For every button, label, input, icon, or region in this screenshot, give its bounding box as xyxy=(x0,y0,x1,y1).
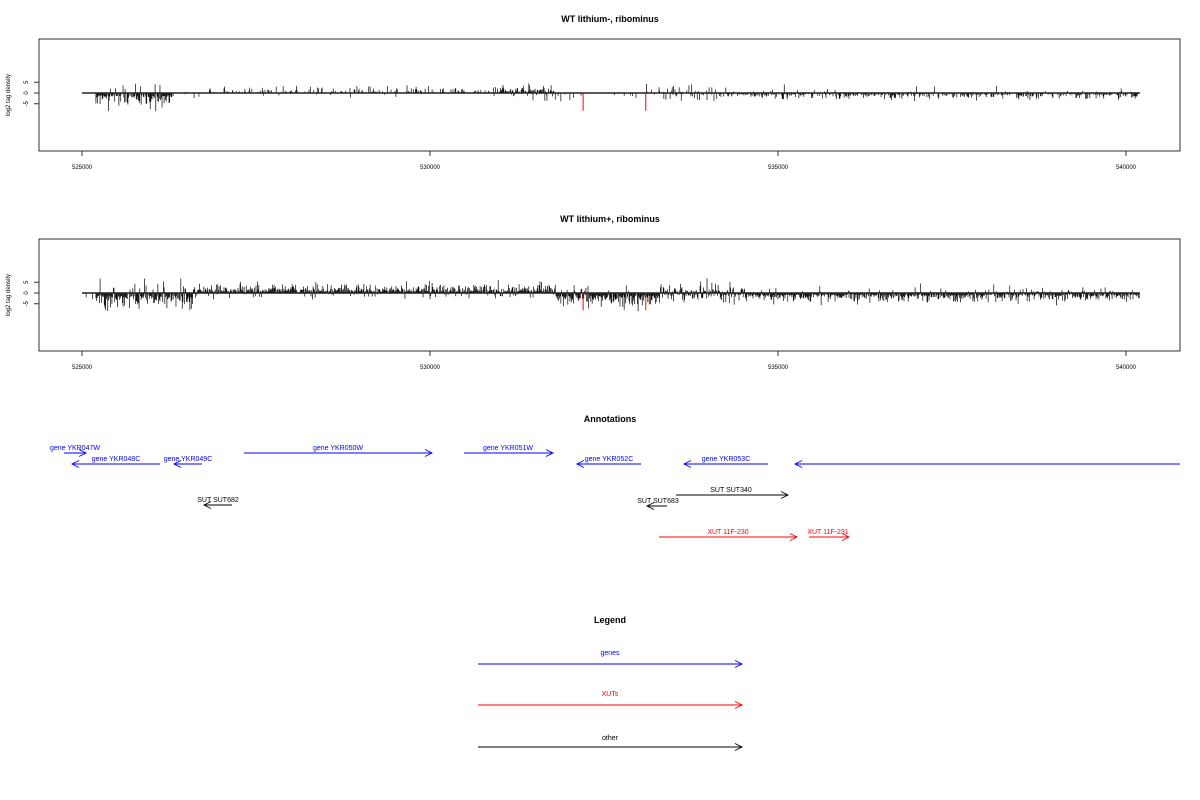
x-tick-label: 540000 xyxy=(1116,365,1137,371)
panel-lithium-minus: WT lithium-, ribominus log2 tag density … xyxy=(6,14,1181,171)
plot-frame xyxy=(38,238,1181,352)
y-tick-label: 0 xyxy=(24,291,30,295)
y-axis-label: log2 tag density xyxy=(6,74,12,116)
annotation-other[interactable]: SUT SUT683 xyxy=(637,498,679,510)
feature-label: gene YKR052C xyxy=(585,456,634,463)
annotation-gene[interactable]: gene YKR047W xyxy=(50,445,100,457)
annotation-other[interactable]: SUT SUT682 xyxy=(197,497,239,509)
x-tick-label: 530000 xyxy=(420,165,441,171)
annotation-gene[interactable]: gene YKR049C xyxy=(164,456,213,468)
x-tick-label: 535000 xyxy=(768,165,789,171)
legend-panel: Legend genes XUTs other xyxy=(478,615,744,751)
annotation-gene[interactable]: gene YKR048C xyxy=(70,456,160,468)
arrowhead-icon xyxy=(734,660,744,668)
feature-label: gene YKR047W xyxy=(50,445,100,452)
annotation-gene[interactable]: gene YKR053C xyxy=(682,456,768,468)
arrowhead-icon xyxy=(793,460,803,468)
arrowhead-icon xyxy=(424,449,434,457)
x-tick-label: 530000 xyxy=(420,365,441,371)
annotation-xut[interactable]: XUT 11F-231 xyxy=(807,529,851,541)
y-tick-label: 0 xyxy=(24,91,30,95)
arrowhead-icon xyxy=(78,449,88,457)
arrowhead-icon xyxy=(734,701,744,709)
annotation-gene[interactable]: gene YKR050W xyxy=(244,445,434,457)
arrowhead-icon xyxy=(545,449,555,457)
x-tick-label: 525000 xyxy=(72,365,93,371)
arrowhead-icon xyxy=(202,501,212,509)
feature-label: gene YKR048C xyxy=(92,456,141,463)
y-tick-label: -5 xyxy=(24,300,30,306)
panel-lithium-plus: WT lithium+, ribominus log2 tag density … xyxy=(6,214,1181,371)
arrowhead-icon xyxy=(575,460,585,468)
y-axis: 5 0 -5 xyxy=(24,80,39,106)
feature-label: XUT 11F-230 xyxy=(707,529,748,536)
legend-entry: other xyxy=(478,735,744,751)
legend-label: other xyxy=(602,735,619,742)
x-axis: 525000 530000 535000 540000 xyxy=(72,151,1137,171)
legend-entry: genes xyxy=(478,650,744,668)
y-axis-label: log2 tag density xyxy=(6,274,12,316)
feature-label: gene YKR051W xyxy=(483,445,533,452)
feature-label: SUT SUT683 xyxy=(637,498,679,505)
feature-label: gene YKR049C xyxy=(164,456,213,463)
annotation-gene[interactable]: gene YKR051W xyxy=(464,445,555,457)
annotation-gene[interactable]: gene YKR052C xyxy=(575,456,641,468)
annotation-gene[interactable] xyxy=(793,460,1180,468)
arrowhead-icon xyxy=(841,533,851,541)
feature-label: SUT SUT340 xyxy=(710,487,752,494)
legend-label: genes xyxy=(600,650,620,657)
feature-label: XUT 11F-231 xyxy=(807,529,848,536)
arrowhead-icon xyxy=(682,460,692,468)
panel-title: WT lithium+, ribominus xyxy=(560,214,660,224)
annotation-xut[interactable]: XUT 11F-230 xyxy=(659,529,799,541)
y-tick-label: 5 xyxy=(24,280,30,284)
plot-frame xyxy=(38,38,1181,152)
annotations-title: Annotations xyxy=(584,414,637,424)
arrowhead-icon xyxy=(70,460,80,468)
bar-group xyxy=(82,278,1140,312)
arrowhead-icon xyxy=(789,533,799,541)
legend-title: Legend xyxy=(594,615,626,625)
y-tick-label: -5 xyxy=(24,100,30,106)
legend-label: XUTs xyxy=(602,691,619,698)
x-tick-label: 540000 xyxy=(1116,165,1137,171)
arrowhead-icon xyxy=(780,491,790,499)
x-tick-label: 525000 xyxy=(72,165,93,171)
feature-label: gene YKR053C xyxy=(702,456,751,463)
arrowhead-icon xyxy=(645,502,655,510)
panel-title: WT lithium-, ribominus xyxy=(561,14,659,24)
annotation-features: gene YKR047W gene YKR048C gene YKR049C gene… xyxy=(50,445,1180,541)
feature-label: gene YKR050W xyxy=(313,445,363,452)
x-axis: 525000 530000 535000 540000 xyxy=(72,351,1137,371)
annotation-other[interactable]: SUT SUT340 xyxy=(676,487,790,499)
feature-label: SUT SUT682 xyxy=(197,497,239,504)
legend-entry: XUTs xyxy=(478,691,744,709)
legend-items: genes XUTs other xyxy=(478,650,744,751)
arrowhead-icon xyxy=(172,460,182,468)
x-tick-label: 535000 xyxy=(768,365,789,371)
bar-group xyxy=(82,83,1140,112)
y-axis: 5 0 -5 xyxy=(24,280,39,306)
arrowhead-icon xyxy=(734,743,744,751)
y-tick-label: 5 xyxy=(24,80,30,84)
